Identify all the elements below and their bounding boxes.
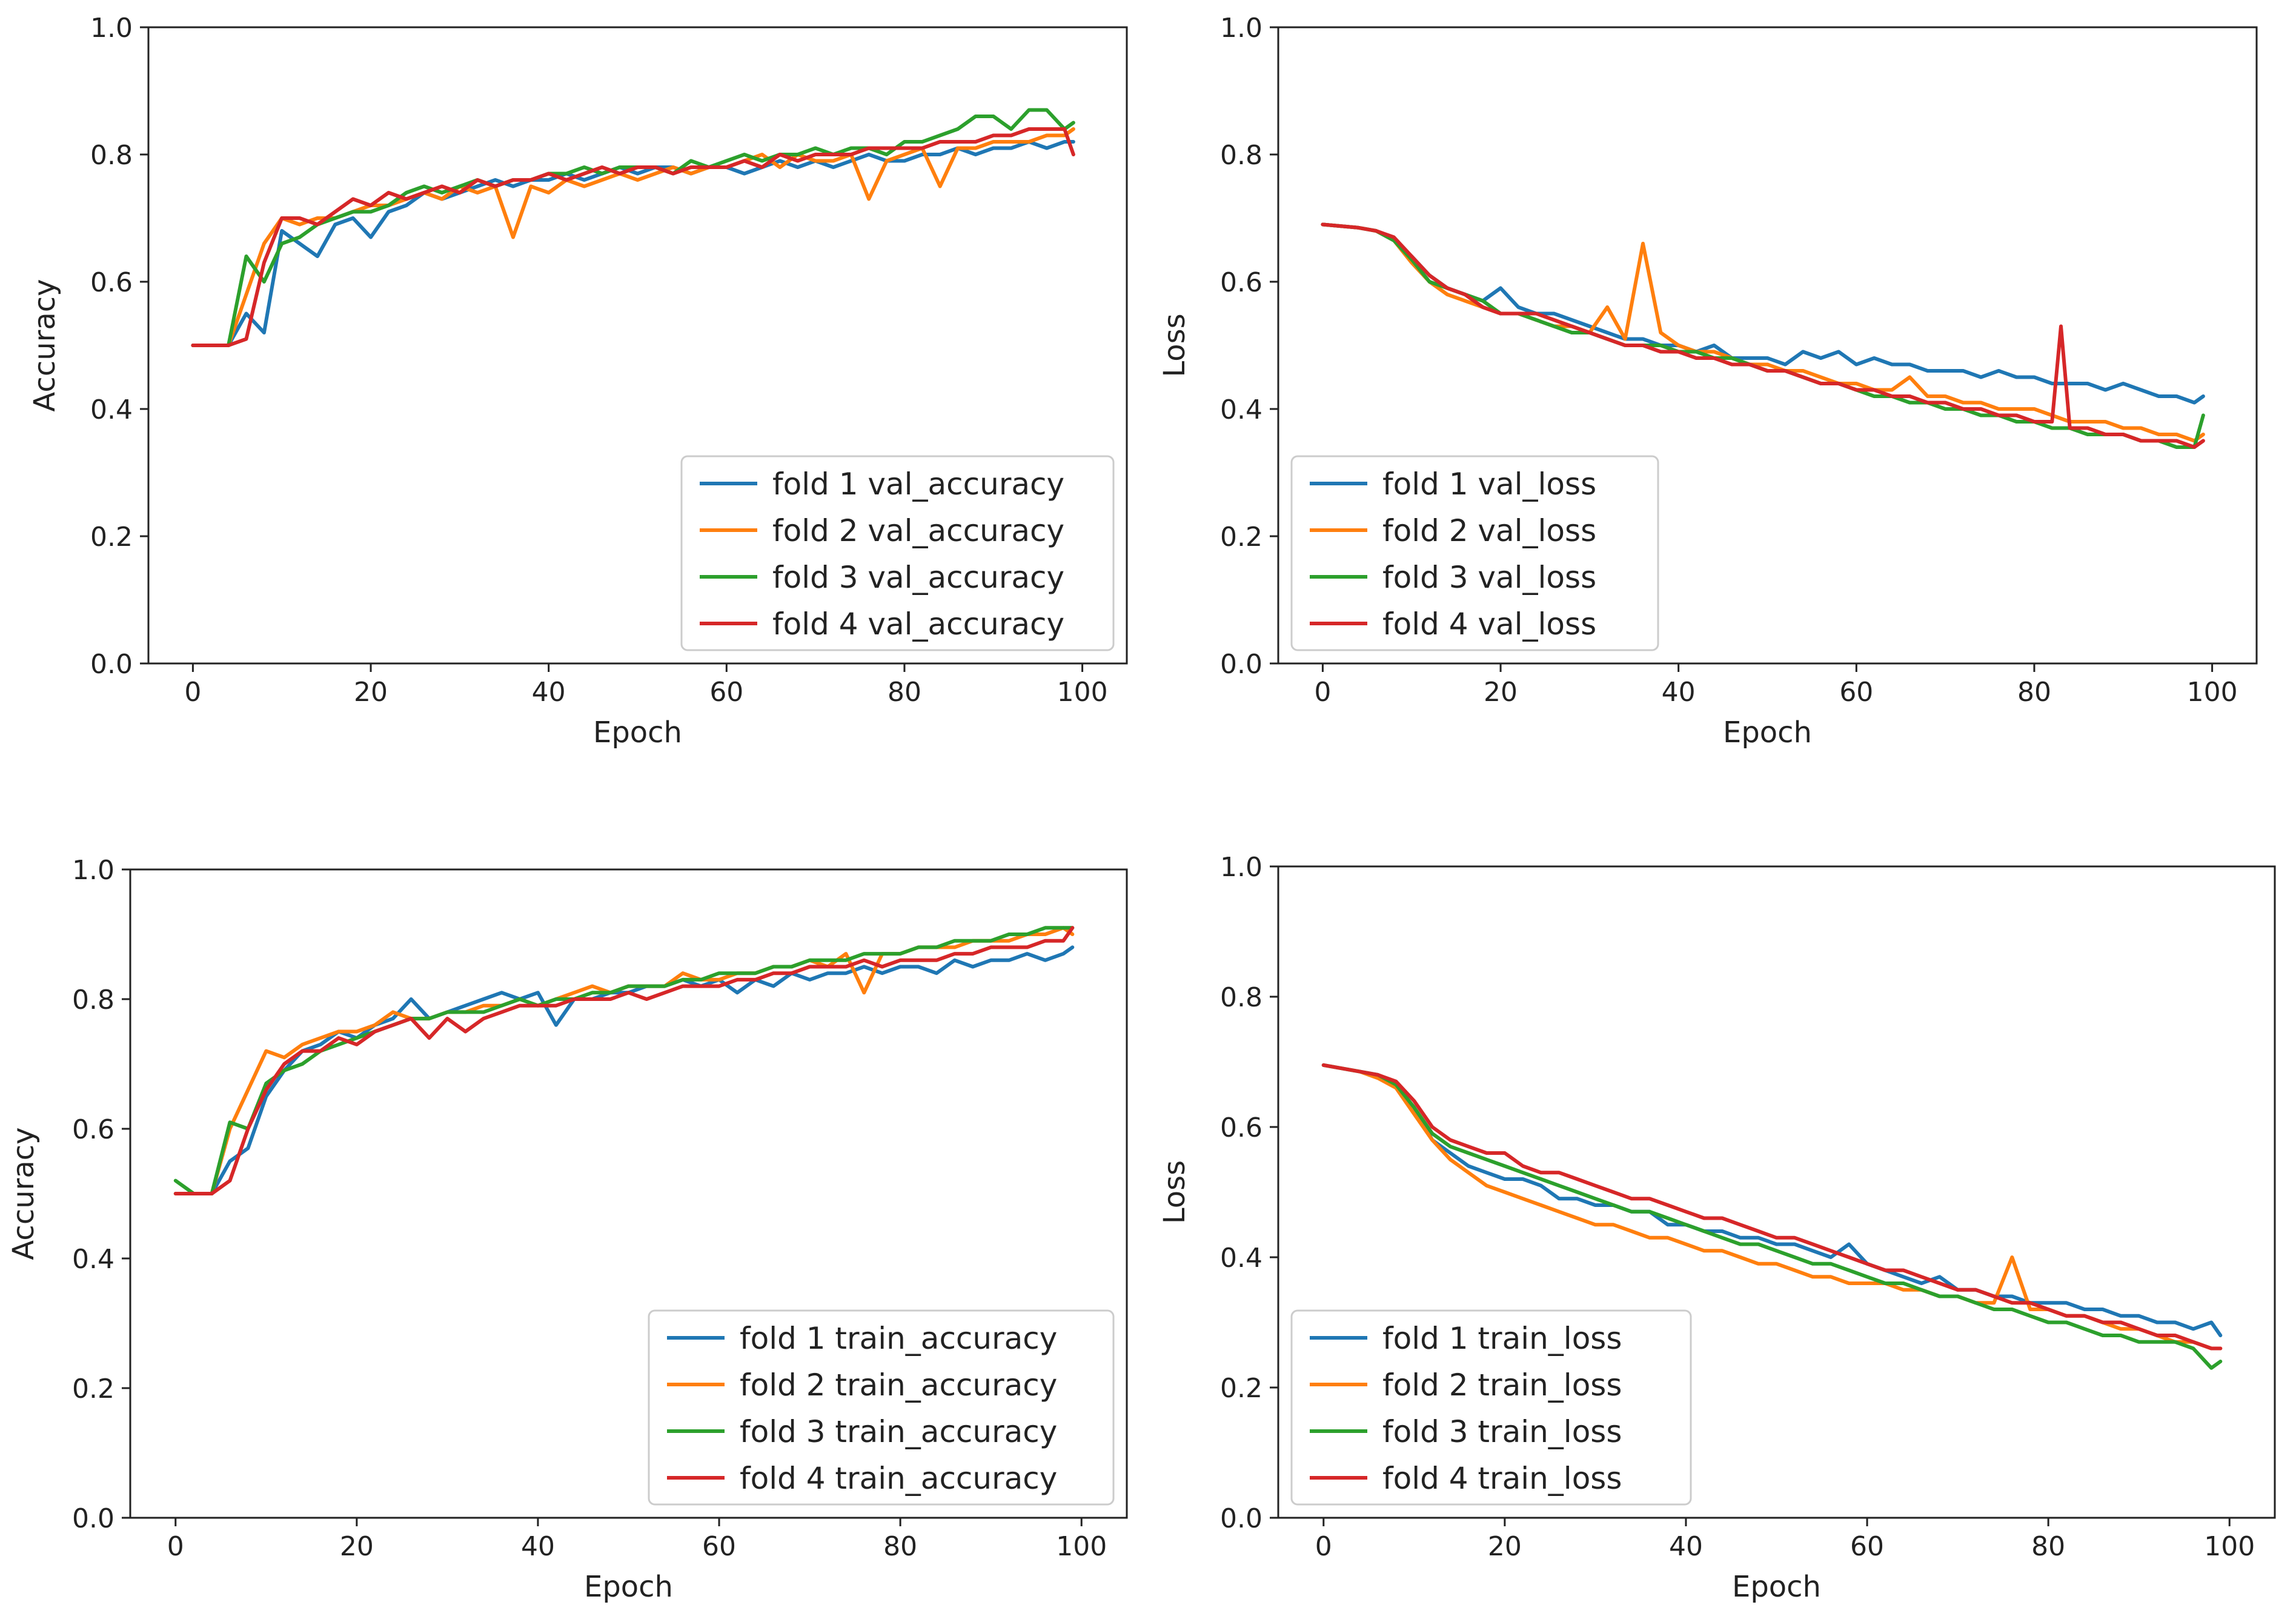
- legend-box: [680, 455, 1115, 651]
- x-tick-label: 80: [2031, 1531, 2065, 1562]
- series-line-fold-3: [1321, 1063, 2223, 1370]
- y-tick-label: 0.2: [72, 1374, 114, 1404]
- series-line-fold-1: [1321, 1063, 2223, 1337]
- plot-frame: [129, 868, 1128, 1519]
- y-tick-label: 0.4: [1220, 1243, 1262, 1274]
- legend-box: [648, 1309, 1115, 1506]
- y-tick-label: 0.4: [90, 394, 133, 425]
- legend-label-fold-3: fold 3 train_accuracy: [740, 1414, 1057, 1449]
- y-tick-label: 0.8: [72, 985, 114, 1015]
- chart-panel-top-right: 0 20 40 60 80 100 0.0 0.2 0.4 0.6 0.8 1.0 Epoch Loss f…: [1158, 13, 2258, 750]
- y-tick-label: 0.4: [1220, 394, 1262, 425]
- y-tick-label: 0.2: [90, 522, 133, 553]
- legend-label-fold-2: fold 2 train_accuracy: [740, 1368, 1057, 1403]
- y-tick-label: 0.2: [1220, 1373, 1262, 1404]
- chart-panel-bottom-right: 0 20 40 60 80 100 0.0 0.2 0.4 0.6 0.8 1.0 Epoch Loss f…: [1158, 852, 2276, 1604]
- legend-label-fold-2: fold 2 train_loss: [1382, 1368, 1622, 1403]
- plot-frame: [147, 26, 1128, 665]
- legend-label-fold-4: fold 4 val_loss: [1382, 607, 1596, 642]
- x-axis-label: Epoch: [584, 1570, 673, 1604]
- x-tick-label: 100: [2187, 677, 2238, 708]
- x-tick-label: 20: [340, 1531, 374, 1562]
- y-tick-label: 0.6: [72, 1114, 114, 1145]
- x-tick-label: 40: [1662, 677, 1696, 708]
- y-axis-label: Loss: [1158, 1160, 1192, 1224]
- series-line-fold-1: [191, 140, 1075, 347]
- x-tick-label: 60: [709, 677, 743, 708]
- x-tick-label: 0: [1315, 1531, 1332, 1562]
- x-axis-label: Epoch: [1732, 1570, 1821, 1604]
- x-tick-label: 80: [883, 1531, 917, 1562]
- chart-panel-bottom-left: 0 20 40 60 80 100 0.0 0.2 0.4 0.6 0.8 1.0 Epoch Accur…: [7, 855, 1128, 1604]
- y-tick-label: 0.8: [1220, 140, 1262, 171]
- x-tick-label: 0: [184, 677, 201, 708]
- y-tick-label: 0.2: [1220, 522, 1262, 553]
- x-tick-label: 40: [521, 1531, 555, 1562]
- series-line-fold-4: [173, 926, 1075, 1195]
- series-line-fold-4: [191, 127, 1075, 347]
- x-tick-label: 100: [2204, 1531, 2255, 1562]
- y-tick-label: 0.0: [90, 649, 133, 680]
- plot-frame: [1277, 865, 2276, 1519]
- legend-label-fold-1: fold 1 val_loss: [1382, 467, 1596, 502]
- legend-box: [1290, 455, 1659, 651]
- legend-label-fold-1: fold 1 val_accuracy: [772, 467, 1064, 502]
- y-tick-label: 0.0: [72, 1503, 114, 1534]
- x-tick-label: 100: [1057, 677, 1108, 708]
- y-tick-label: 0.6: [1220, 267, 1262, 298]
- x-axis-label: Epoch: [593, 716, 682, 750]
- y-tick-label: 1.0: [1220, 13, 1262, 44]
- x-tick-label: 40: [532, 677, 566, 708]
- x-tick-label: 20: [1484, 677, 1518, 708]
- legend-label-fold-4: fold 4 val_accuracy: [772, 607, 1064, 642]
- y-tick-label: 0.8: [90, 140, 133, 171]
- legend-label-fold-4: fold 4 train_accuracy: [740, 1461, 1057, 1496]
- legend-box: [1290, 1309, 1692, 1506]
- y-tick-label: 0.6: [90, 267, 133, 298]
- legend-label-fold-1: fold 1 train_accuracy: [740, 1321, 1057, 1356]
- chart-panel-top-left: 0 20 40 60 80 100 0.0 0.2 0.4 0.6 0.8 1.0 Epoch Accur…: [28, 13, 1128, 750]
- y-axis-label: Accuracy: [28, 279, 62, 411]
- x-tick-label: 80: [2017, 677, 2051, 708]
- legend-label-fold-3: fold 3 train_loss: [1382, 1414, 1622, 1449]
- y-tick-label: 0.6: [1220, 1112, 1262, 1143]
- legend-label-fold-2: fold 2 val_loss: [1382, 513, 1596, 548]
- x-tick-label: 0: [167, 1531, 184, 1562]
- y-axis-label: Loss: [1158, 313, 1192, 377]
- legend-label-fold-3: fold 3 val_accuracy: [772, 560, 1064, 595]
- y-axis-label: Accuracy: [7, 1127, 41, 1260]
- legend-label-fold-1: fold 1 train_loss: [1382, 1321, 1622, 1356]
- y-tick-label: 0.0: [1220, 1503, 1262, 1534]
- legend-label-fold-4: fold 4 train_loss: [1382, 1461, 1622, 1496]
- x-tick-label: 40: [1669, 1531, 1703, 1562]
- x-tick-label: 20: [1488, 1531, 1522, 1562]
- y-tick-label: 0.8: [1220, 982, 1262, 1013]
- x-tick-label: 20: [354, 677, 388, 708]
- x-tick-label: 80: [888, 677, 921, 708]
- y-tick-label: 0.0: [1220, 649, 1262, 680]
- x-tick-label: 100: [1056, 1531, 1107, 1562]
- legend-label-fold-3: fold 3 val_loss: [1382, 560, 1596, 595]
- series-line-fold-4: [1321, 222, 2205, 449]
- legend-label-fold-2: fold 2 val_accuracy: [772, 513, 1064, 548]
- x-tick-label: 60: [1850, 1531, 1884, 1562]
- y-tick-label: 0.4: [72, 1244, 114, 1275]
- x-tick-label: 60: [1839, 677, 1873, 708]
- plot-frame: [1277, 26, 2258, 665]
- y-tick-label: 1.0: [90, 13, 133, 44]
- y-tick-label: 1.0: [1220, 852, 1262, 883]
- x-axis-label: Epoch: [1723, 716, 1812, 750]
- x-tick-label: 0: [1314, 677, 1331, 708]
- series-line-fold-4: [1321, 1063, 2223, 1351]
- y-tick-label: 1.0: [72, 855, 114, 886]
- x-tick-label: 60: [702, 1531, 736, 1562]
